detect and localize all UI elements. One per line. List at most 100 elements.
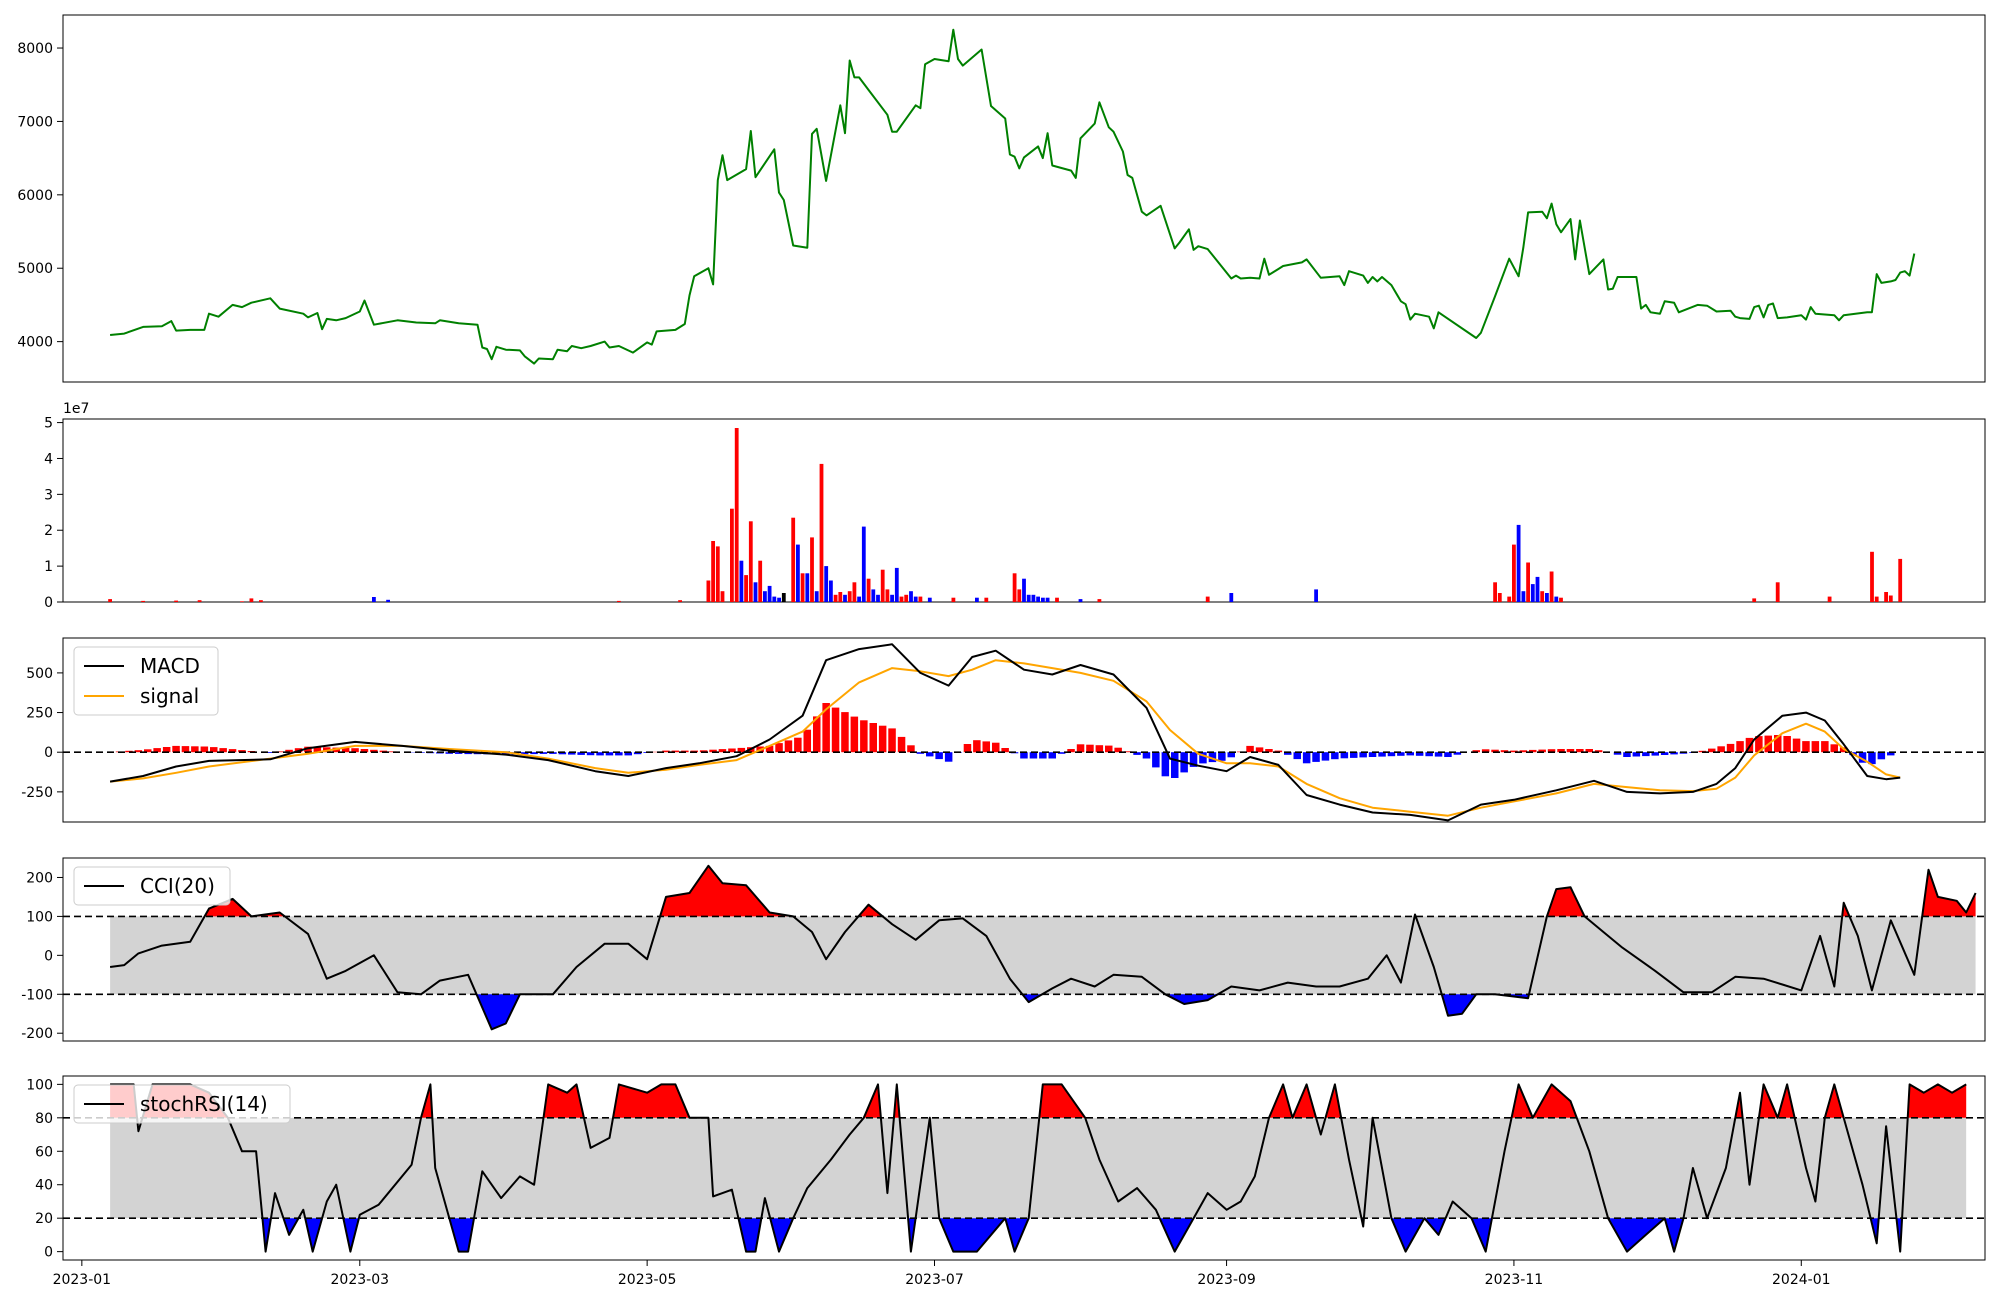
macd-histogram-bar	[728, 748, 736, 753]
volume-bar	[796, 544, 800, 602]
volume-bar	[1026, 594, 1031, 602]
macd-histogram-bar	[1821, 741, 1829, 753]
volume-ytick-label: 1	[44, 559, 53, 575]
cci-ytick-label: 200	[26, 870, 53, 886]
price-panel-frame	[62, 14, 1986, 383]
volume-bar	[885, 589, 890, 602]
volume-bar	[927, 597, 932, 602]
macd-histogram-bar	[1067, 749, 1075, 753]
stochrsi-overbought-fill	[1532, 1084, 1577, 1118]
macd-histogram-bar	[1039, 752, 1047, 759]
volume-bar	[386, 599, 390, 602]
macd-histogram-bar	[822, 703, 830, 753]
volume-bar	[1521, 591, 1526, 602]
macd-histogram-bar	[162, 747, 171, 753]
macd-histogram-bar	[1802, 741, 1810, 753]
volume-bar	[1022, 578, 1026, 602]
macd-histogram-bar	[191, 746, 199, 753]
macd-histogram-bar	[935, 752, 943, 760]
macd-histogram-bar	[1331, 752, 1339, 760]
macd-histogram-bar	[1048, 752, 1056, 759]
macd-histogram-bar	[210, 747, 218, 753]
stochrsi-ytick-label: 80	[35, 1111, 53, 1127]
volume-bar	[1884, 592, 1888, 602]
macd-histogram-bar	[1585, 749, 1593, 753]
macd-histogram-bar	[379, 750, 388, 753]
macd-histogram-bar	[1510, 750, 1518, 753]
macd-histogram-bar	[850, 716, 859, 753]
volume-bar	[800, 573, 805, 602]
macd-histogram-bar	[1783, 736, 1791, 753]
volume-bar	[372, 597, 376, 602]
cci-overbought-fill	[1922, 869, 1976, 917]
macd-histogram-bar	[1114, 747, 1122, 753]
volume-ytick-label: 0	[44, 595, 53, 611]
macd-histogram-bar	[1095, 745, 1104, 753]
macd-histogram-bar	[1594, 750, 1603, 753]
volume-bar	[1017, 589, 1022, 602]
macd-line	[109, 643, 1901, 822]
price-ytick-label: 8000	[17, 41, 53, 57]
volume-bar	[197, 600, 202, 602]
macd-histogram-bar	[1453, 752, 1462, 755]
stochrsi-legend-label: stochRSI(14)	[140, 1092, 268, 1116]
macd-histogram-bar	[1726, 743, 1735, 753]
volume-ytick-label: 5	[44, 416, 53, 432]
macd-histogram-bar	[266, 752, 274, 753]
volume-bar	[1540, 591, 1545, 602]
volume-bar	[1031, 594, 1036, 602]
macd-histogram-bar	[1293, 752, 1301, 760]
volume-bar	[1205, 596, 1210, 602]
volume-ytick-label: 4	[44, 451, 53, 467]
macd-histogram-bar	[1877, 752, 1886, 760]
macd-histogram-bar	[502, 752, 510, 755]
volume-bar	[734, 428, 739, 602]
stochrsi-oversold-fill	[1005, 1218, 1029, 1252]
macd-histogram-bar	[1029, 752, 1038, 759]
volume-bar	[1874, 596, 1879, 602]
stochrsi-ytick-label: 20	[35, 1211, 53, 1227]
macd-histogram-bar	[1208, 752, 1217, 763]
stochrsi-oversold-fill	[1608, 1218, 1665, 1252]
stochrsi-panel-frame	[62, 1075, 1986, 1261]
macd-histogram-bar	[134, 750, 143, 753]
volume-bar	[744, 575, 748, 602]
volume-bar	[108, 599, 112, 602]
volume-bar	[866, 578, 871, 602]
volume-bar	[748, 521, 753, 602]
volume-bar	[1055, 597, 1059, 602]
macd-histogram-bar	[916, 752, 925, 754]
volume-bar	[706, 580, 711, 602]
price-ytick-label: 4000	[17, 335, 53, 351]
volume-bar	[711, 541, 715, 602]
macd-histogram-bar	[1284, 752, 1292, 755]
volume-bar	[1752, 598, 1757, 602]
volume-bar	[819, 463, 824, 602]
volume-bar	[1898, 558, 1903, 602]
macd-legend-label: signal	[140, 684, 199, 708]
macd-histogram-bar	[699, 750, 708, 753]
macd-histogram-bar	[982, 741, 990, 753]
macd-histogram-bar	[172, 745, 180, 753]
macd-histogram-bar	[341, 747, 350, 753]
macd-histogram-bar	[1321, 752, 1330, 761]
macd-histogram-bar	[464, 752, 472, 755]
macd-histogram-bar	[737, 747, 746, 753]
volume-bar	[1545, 593, 1549, 602]
macd-histogram-bar	[1378, 752, 1386, 757]
volume-bar	[1535, 576, 1540, 602]
volume-bar	[814, 591, 819, 602]
macd-histogram-bar	[878, 725, 887, 753]
volume-bar	[720, 591, 725, 602]
macd-histogram-bar	[313, 747, 322, 753]
cci-overbought-fill	[1546, 887, 1585, 917]
volume-bar	[1554, 596, 1559, 602]
macd-histogram-bar	[586, 752, 595, 756]
volume-offset-text: 1e7	[63, 401, 89, 417]
macd-histogram-bar	[1406, 752, 1414, 756]
volume-bar	[876, 594, 880, 602]
macd-histogram-bar	[681, 750, 689, 753]
macd-histogram-bar	[1350, 752, 1358, 758]
macd-histogram-bar	[1020, 752, 1028, 759]
